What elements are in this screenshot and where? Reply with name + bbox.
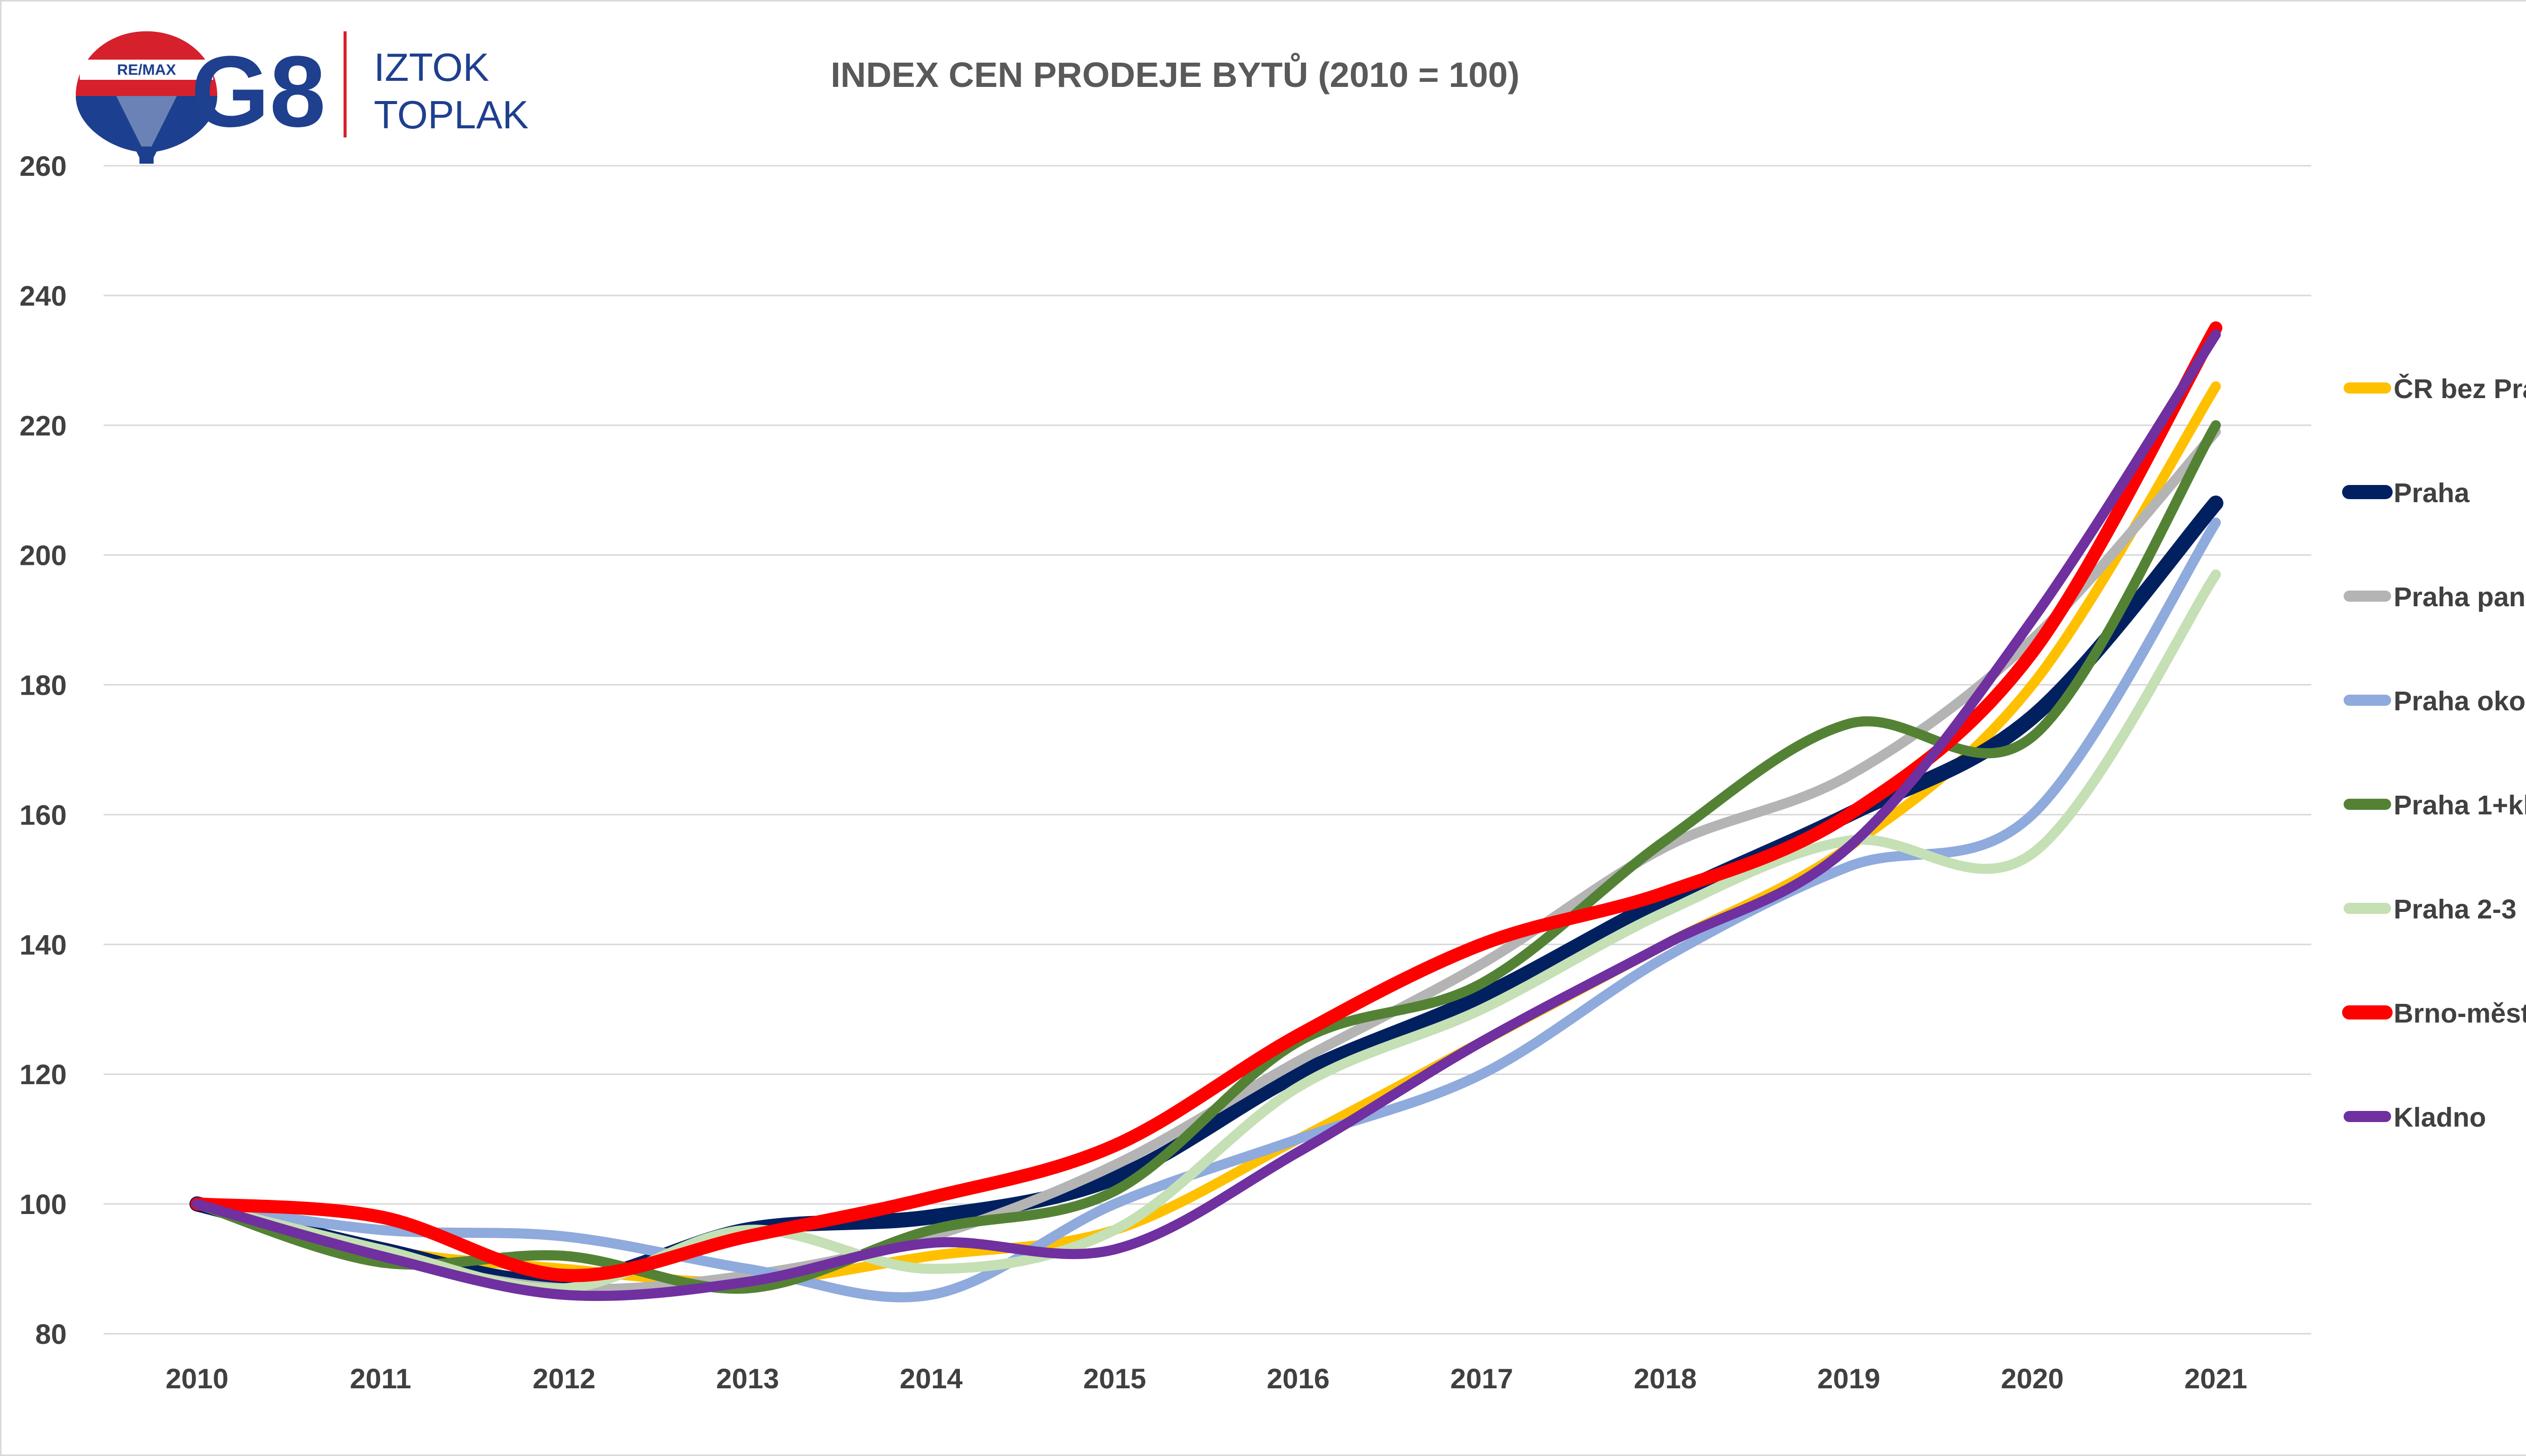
x-tick-label: 2011 [350, 1363, 412, 1394]
y-tick-label: 80 [35, 1318, 67, 1350]
x-tick-label: 2020 [2001, 1363, 2064, 1394]
legend-label: Praha panel [2394, 582, 2526, 612]
remax-balloon-icon [76, 31, 217, 164]
chart-title: INDEX CEN PRODEJE BYTŮ (2010 = 100) [831, 52, 1520, 94]
x-tick-label: 2013 [716, 1363, 780, 1394]
y-tick-label: 220 [20, 410, 67, 442]
x-tick-label: 2015 [1083, 1363, 1146, 1394]
y-tick-label: 140 [20, 929, 67, 960]
y-tick-label: 160 [20, 799, 67, 831]
legend-label: ČR bez Prahy [2394, 373, 2526, 404]
series-line--r-bez-prahy [192, 381, 2221, 1287]
logo: RE/MAX G8 IZTOK TOPLAK [76, 31, 528, 164]
x-tick-label: 2018 [1634, 1363, 1697, 1394]
x-tick-label: 2010 [166, 1363, 229, 1394]
y-tick-label: 120 [20, 1058, 67, 1090]
x-tick-label: 2017 [1450, 1363, 1514, 1394]
logo-name-line1: IZTOK [374, 45, 489, 89]
legend-label: Kladno [2394, 1102, 2486, 1133]
series-line-praha-1-kk [192, 420, 2221, 1294]
remax-text: RE/MAX [117, 62, 176, 78]
legend-label: Praha okoli [2394, 686, 2526, 716]
y-tick-label: 180 [20, 669, 67, 701]
y-axis-ticks: 80 100 120 140 160 180 200 220 240 260 [20, 150, 67, 1350]
series-lines [189, 321, 2223, 1302]
legend-label: Brno-město [2394, 998, 2526, 1029]
grid [104, 165, 2311, 1335]
x-tick-label: 2021 [2184, 1363, 2248, 1394]
series-line-praha-2-3 [192, 569, 2221, 1294]
logo-divider [344, 31, 347, 137]
x-tick-label: 2012 [532, 1363, 596, 1394]
legend: ČR bez Prahy Praha Praha panel Praha okoli P… [2342, 373, 2526, 1133]
y-tick-label: 100 [20, 1188, 67, 1220]
x-tick-label: 2019 [1817, 1363, 1880, 1394]
legend-label: Praha 1+kk [2394, 790, 2526, 820]
logo-name-line2: TOPLAK [374, 92, 528, 137]
x-tick-label: 2014 [900, 1363, 963, 1394]
x-tick-label: 2016 [1267, 1363, 1330, 1394]
legend-label: Praha [2394, 478, 2470, 508]
y-tick-label: 240 [20, 280, 67, 312]
series-line-kladno [192, 329, 2221, 1301]
x-axis-ticks: 2010 2011 2012 2013 2014 2015 2016 2017 2018 2019… [166, 1363, 2248, 1394]
y-tick-label: 260 [20, 150, 67, 182]
g8-logo-text: G8 [191, 35, 326, 148]
y-tick-label: 200 [20, 540, 67, 571]
legend-label: Praha 2-3 [2394, 894, 2516, 925]
series-line-praha-okoli [192, 517, 2221, 1302]
